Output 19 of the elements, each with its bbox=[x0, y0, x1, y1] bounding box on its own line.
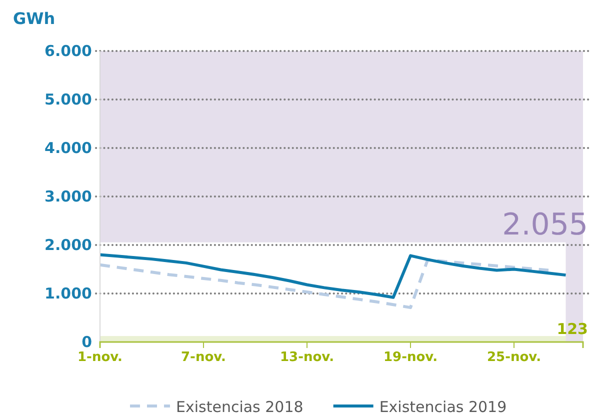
line-series bbox=[98, 258, 550, 310]
y-tick-label: 0 bbox=[82, 332, 92, 351]
y-tick-label: 3.000 bbox=[44, 187, 92, 206]
x-tick-label: 19-nov. bbox=[383, 350, 438, 366]
band-label: 123 bbox=[556, 320, 588, 338]
y-axis-title: GWh bbox=[13, 9, 56, 28]
y-tick-label: 6.000 bbox=[44, 42, 92, 60]
x-tick-label: 13-nov. bbox=[280, 350, 334, 366]
y-tick-label: 2.000 bbox=[44, 236, 92, 254]
x-tick-label: 1-nov. bbox=[78, 350, 122, 366]
y-tick-label: 4.000 bbox=[44, 138, 92, 157]
legend-label: Existencias 2019 bbox=[379, 398, 507, 414]
x-tick-label: 7-nov. bbox=[181, 350, 226, 366]
y-tick-label: 1.000 bbox=[44, 284, 92, 302]
y-tick-label: 5.000 bbox=[44, 90, 92, 108]
line-series bbox=[98, 253, 568, 299]
band-label: 2.055 bbox=[502, 207, 588, 242]
x-tick-label: 25-nov. bbox=[486, 350, 542, 366]
legend-label: Existencias 2018 bbox=[176, 398, 304, 414]
